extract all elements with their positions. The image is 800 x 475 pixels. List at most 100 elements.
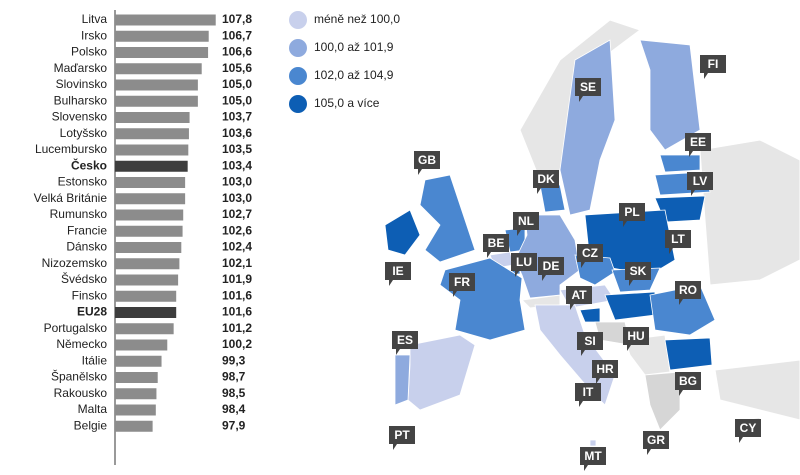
value-label: 103,0 [222, 191, 252, 205]
bar [115, 420, 153, 432]
bar [115, 63, 202, 75]
value-label: 98,4 [222, 402, 246, 416]
value-label: 102,7 [222, 207, 252, 221]
country-code: LV [693, 174, 707, 188]
category-label: Německo [56, 337, 107, 351]
country [534, 304, 616, 406]
label-tag [675, 281, 701, 305]
bar [115, 160, 188, 172]
country [664, 337, 713, 371]
bar [115, 242, 182, 253]
label-tag [566, 286, 592, 310]
category-label: Irsko [81, 28, 107, 42]
country [579, 307, 601, 323]
category-label: Itálie [82, 353, 108, 367]
country-code: LT [671, 232, 685, 246]
value-label: 103,7 [222, 110, 252, 124]
value-label: 102,4 [222, 240, 252, 254]
label-tag [575, 383, 601, 407]
bar [115, 14, 216, 26]
country [604, 291, 656, 321]
country-code: RO [679, 283, 697, 297]
legend-label: 100,0 až 101,9 [314, 40, 394, 54]
category-label: Lotyšsko [60, 126, 108, 140]
bar [115, 95, 198, 107]
bar [115, 388, 157, 400]
bar [115, 209, 184, 221]
bar [115, 30, 209, 42]
bar [115, 258, 180, 270]
category-label: EU28 [77, 305, 107, 319]
category-label: Rumunsko [50, 207, 108, 221]
label-tag [392, 331, 418, 355]
label-tag [414, 151, 440, 175]
label-tag [735, 419, 761, 443]
bar [115, 193, 186, 205]
bar [115, 144, 189, 156]
label-tag [700, 55, 726, 79]
legend-label: 105,0 a více [314, 96, 380, 110]
category-label: Španělsko [51, 369, 107, 384]
country [644, 371, 681, 431]
label-tag [592, 360, 618, 384]
country-code: PT [394, 428, 410, 442]
land [714, 359, 800, 421]
label-tag [580, 447, 606, 471]
country-code: GB [418, 153, 436, 167]
legend-label: 102,0 až 104,9 [314, 68, 394, 82]
category-label: Bulharsko [54, 93, 108, 107]
bar [115, 128, 189, 140]
country [419, 174, 476, 263]
value-label: 101,9 [222, 272, 252, 286]
category-label: Dánsko [66, 240, 107, 254]
bar [115, 372, 158, 383]
label-tag [675, 372, 701, 396]
bar [115, 112, 190, 123]
category-label: Švédsko [61, 271, 107, 286]
value-label: 99,3 [222, 353, 246, 367]
category-label: Estonsko [58, 175, 108, 189]
country-code: IT [583, 385, 594, 399]
bar [115, 323, 174, 335]
category-label: Belgie [74, 418, 108, 432]
category-label: Malta [78, 402, 108, 416]
label-tag [619, 203, 645, 227]
country-code: CY [740, 421, 757, 435]
bar [115, 274, 179, 286]
country [659, 154, 701, 173]
legend-swatch [289, 95, 307, 113]
value-label: 103,5 [222, 142, 252, 156]
value-label: 107,8 [222, 12, 252, 26]
category-label: Maďarsko [54, 61, 108, 75]
label-tag [513, 212, 539, 236]
value-label: 105,0 [222, 93, 252, 107]
label-tag [685, 133, 711, 157]
value-label: 98,5 [222, 386, 246, 400]
value-label: 100,2 [222, 337, 252, 351]
country-code: EE [690, 135, 706, 149]
value-label: 98,7 [222, 370, 246, 384]
category-label: Litva [82, 12, 108, 26]
country [394, 354, 411, 406]
label-tag [575, 78, 601, 102]
country-code: FI [708, 57, 719, 71]
category-label: Portugalsko [44, 321, 108, 335]
category-label: Lucembursko [35, 142, 107, 156]
country [539, 184, 566, 213]
value-label: 101,6 [222, 305, 252, 319]
category-label: Velká Británie [34, 191, 108, 205]
bar [115, 177, 186, 188]
country [559, 39, 616, 216]
value-label: 101,6 [222, 288, 252, 302]
label-tag [577, 332, 603, 356]
country-code: HR [596, 362, 614, 376]
legend-swatch [289, 67, 307, 85]
country [407, 334, 476, 411]
label-tag [625, 262, 651, 286]
country-code: BE [488, 236, 505, 250]
country-code: SI [584, 334, 595, 348]
bar [115, 290, 177, 302]
value-label: 97,9 [222, 418, 246, 432]
category-label: Slovensko [52, 110, 108, 124]
label-tag [385, 262, 411, 286]
